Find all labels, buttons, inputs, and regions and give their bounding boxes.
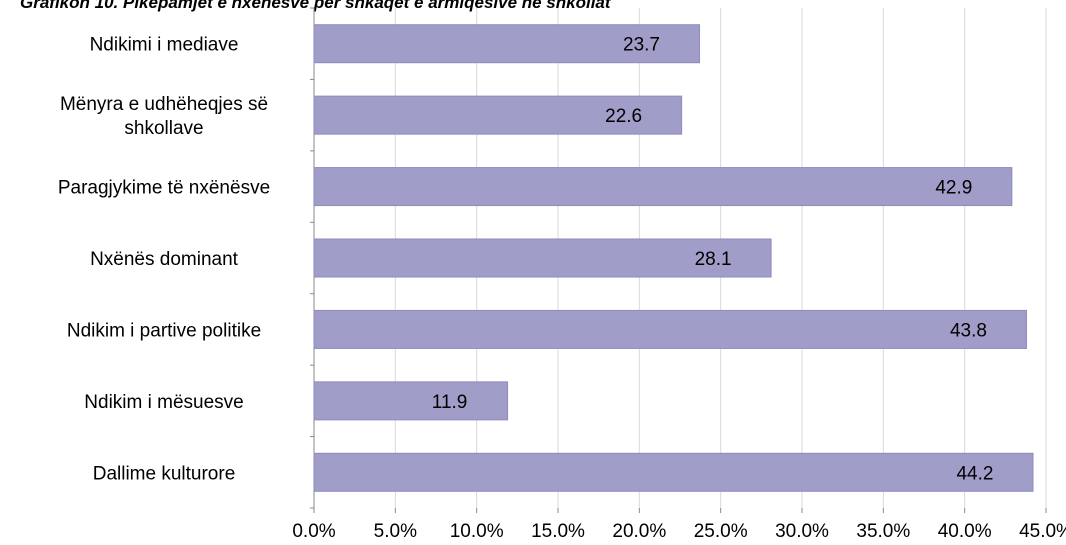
chart-title: Grafikon 10. Pikëpamjet e nxënësve për s… (20, 0, 611, 12)
x-tick-label-7: 35.0% (856, 521, 910, 542)
data-label-0: 23.7 (623, 35, 660, 56)
x-tick-label-3: 15.0% (531, 521, 585, 542)
x-tick-label-9: 45.0% (1019, 521, 1066, 542)
x-tick-label-2: 10.0% (450, 521, 504, 542)
data-label-3: 28.1 (695, 249, 732, 270)
category-label-4: Ndikim i partive politike (67, 320, 261, 341)
x-tick-label-4: 20.0% (612, 521, 666, 542)
data-label-6: 44.2 (956, 463, 993, 484)
bar-4 (313, 309, 1027, 349)
category-label-3: Nxënës dominant (90, 249, 239, 270)
bar-5 (313, 381, 509, 421)
bar-2 (313, 167, 1013, 207)
x-tick-label-1: 5.0% (374, 521, 417, 542)
x-tick-label-0: 0.0% (292, 521, 335, 542)
bar-0 (313, 24, 701, 64)
category-label-5: Ndikim i mësuesve (84, 392, 243, 413)
data-label-5: 11.9 (432, 392, 468, 413)
x-tick-label-6: 30.0% (775, 521, 829, 542)
category-label-6: Dallime kulturore (93, 463, 236, 484)
bar-1 (313, 95, 683, 135)
bar-6 (313, 452, 1034, 492)
category-label-2: Paragjykime të nxënësve (58, 178, 270, 199)
data-label-2: 42.9 (935, 178, 972, 199)
data-label-4: 43.8 (950, 320, 987, 341)
bar-3 (313, 238, 772, 278)
category-label-0: Ndikimi i mediave (90, 35, 239, 56)
x-tick-label-8: 40.0% (938, 521, 992, 542)
data-label-1: 22.6 (605, 106, 642, 127)
x-tick-label-5: 25.0% (694, 521, 748, 542)
category-label-1: Mënyra e udhëheqjes së shkollave (60, 94, 268, 139)
